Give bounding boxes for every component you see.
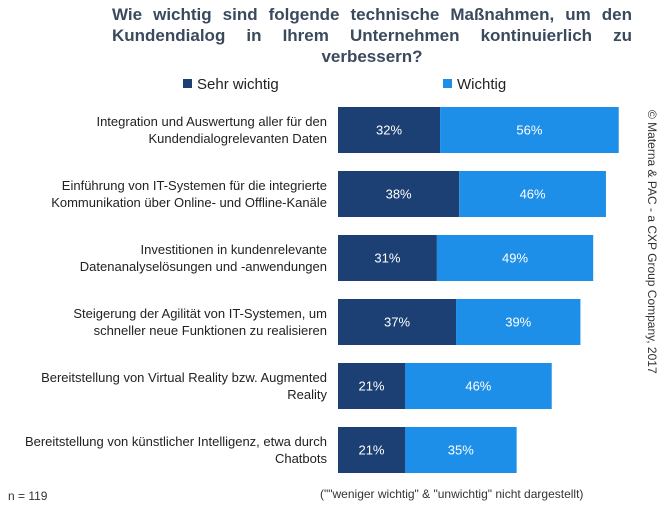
value-label: 46%: [520, 186, 546, 201]
bar-segment: [436, 235, 594, 281]
value-label: 56%: [516, 122, 542, 137]
value-label: 31%: [374, 250, 400, 265]
bar-segment: [338, 299, 457, 345]
category-label: Bereitstellung von künstlicher Intellige…: [24, 434, 327, 466]
category-label: Investitionen in kundenrelevante Datenan…: [79, 242, 327, 274]
legend-label: Sehr wichtig: [197, 76, 279, 93]
bar-segment: [404, 363, 552, 409]
category-label: Integration und Auswertung aller für den…: [96, 114, 327, 146]
bar-segment: [404, 427, 517, 473]
value-label: 21%: [358, 442, 384, 457]
footnote: n = 119: [8, 489, 48, 503]
value-label: 35%: [448, 442, 474, 457]
legend-swatch: [183, 79, 192, 88]
source: © Materna & PAC - a CXP Group Company, 2…: [645, 110, 659, 374]
bar-segment: [456, 299, 581, 345]
bar-segment: [338, 235, 437, 281]
legend-label: Wichtig: [457, 76, 506, 93]
bar-segment: [338, 107, 441, 153]
value-label: 32%: [376, 122, 402, 137]
bar-segment: [338, 171, 460, 217]
bar-segment: [338, 363, 405, 409]
category-label: Steigerung der Agilität von IT-Systemen,…: [73, 306, 327, 338]
note: (""weniger wichtig" & "unwichtig" nicht …: [320, 487, 583, 501]
category-label: Bereitstellung von Virtual Reality bzw. …: [41, 370, 327, 402]
value-label: 37%: [384, 314, 410, 329]
legend-swatch: [443, 79, 452, 88]
value-label: 49%: [502, 250, 528, 265]
bar-segment: [459, 171, 606, 217]
value-label: 38%: [386, 186, 412, 201]
bar-segment: [338, 427, 405, 473]
bar-segment: [440, 107, 619, 153]
value-label: 46%: [465, 378, 491, 393]
value-label: 39%: [505, 314, 531, 329]
value-label: 21%: [358, 378, 384, 393]
category-label: Einführung von IT-Systemen für die integ…: [51, 178, 327, 210]
chart-title: Wie wichtig sind folgende technische Maß…: [112, 5, 632, 66]
